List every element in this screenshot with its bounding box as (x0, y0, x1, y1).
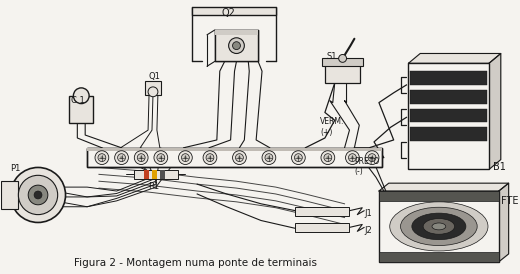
Bar (410, 109, 487, 122)
Bar (379, 252, 499, 262)
Circle shape (238, 156, 241, 159)
Bar (160, 170, 165, 179)
Bar (87, 148, 382, 167)
Text: R1: R1 (148, 182, 159, 191)
Bar (410, 71, 487, 85)
Circle shape (157, 154, 165, 162)
Bar (1, 181, 18, 209)
Circle shape (365, 151, 379, 164)
Circle shape (28, 185, 48, 205)
Circle shape (98, 154, 106, 162)
Circle shape (206, 154, 214, 162)
Circle shape (368, 154, 376, 162)
Circle shape (229, 38, 244, 53)
Bar (410, 127, 487, 141)
Circle shape (345, 151, 359, 164)
Circle shape (297, 156, 300, 159)
Bar (295, 224, 349, 232)
Bar (408, 63, 489, 169)
Circle shape (154, 151, 168, 164)
Bar (379, 191, 499, 201)
Circle shape (100, 156, 103, 159)
Bar (410, 90, 487, 104)
Circle shape (351, 156, 354, 159)
Circle shape (267, 156, 270, 159)
Bar (215, 30, 258, 61)
Circle shape (371, 156, 373, 159)
Bar (152, 170, 157, 179)
Circle shape (73, 88, 89, 104)
Text: Q2: Q2 (222, 8, 236, 18)
Circle shape (140, 156, 142, 159)
Polygon shape (379, 183, 509, 191)
Polygon shape (499, 183, 509, 262)
Bar (145, 81, 161, 95)
Bar (322, 58, 363, 66)
Circle shape (292, 151, 305, 164)
Circle shape (265, 154, 273, 162)
Text: Figura 2 - Montagem numa ponte de terminais: Figura 2 - Montagem numa ponte de termin… (74, 258, 317, 268)
Circle shape (159, 156, 162, 159)
Circle shape (95, 151, 109, 164)
Bar (295, 207, 349, 216)
Circle shape (120, 156, 123, 159)
Bar (215, 30, 258, 35)
Circle shape (321, 151, 335, 164)
Text: P1: P1 (10, 164, 21, 173)
Circle shape (236, 154, 243, 162)
Text: S1: S1 (327, 52, 337, 61)
Bar (134, 170, 177, 179)
Text: J1: J1 (364, 209, 372, 218)
Text: VERM.
(+): VERM. (+) (320, 117, 344, 137)
Ellipse shape (423, 219, 454, 234)
Circle shape (232, 151, 246, 164)
Bar (410, 71, 487, 85)
Bar (410, 90, 487, 104)
Circle shape (203, 151, 217, 164)
Bar (379, 191, 499, 262)
Circle shape (115, 151, 128, 164)
Ellipse shape (412, 213, 466, 240)
Bar (325, 61, 360, 83)
Circle shape (178, 151, 192, 164)
Circle shape (34, 191, 42, 199)
Bar (192, 7, 276, 15)
Circle shape (327, 156, 329, 159)
Bar (144, 170, 149, 179)
Ellipse shape (432, 223, 446, 230)
Circle shape (348, 154, 356, 162)
Polygon shape (489, 53, 501, 169)
Circle shape (148, 87, 158, 97)
Bar (87, 148, 382, 151)
Text: C 1: C 1 (71, 96, 85, 105)
Bar (87, 148, 382, 167)
Bar (70, 96, 93, 123)
Polygon shape (408, 53, 501, 63)
Circle shape (209, 156, 212, 159)
Circle shape (324, 154, 332, 162)
Text: FTE: FTE (501, 196, 518, 206)
Bar (410, 109, 487, 122)
Ellipse shape (390, 202, 488, 251)
Circle shape (137, 154, 145, 162)
Text: J2: J2 (364, 226, 372, 235)
Circle shape (339, 55, 346, 62)
Circle shape (232, 42, 240, 50)
Ellipse shape (400, 207, 477, 246)
Circle shape (294, 154, 302, 162)
Text: B1: B1 (493, 162, 506, 172)
Circle shape (118, 154, 125, 162)
Circle shape (18, 175, 58, 215)
Circle shape (262, 151, 276, 164)
Bar (410, 127, 487, 141)
Text: Q1: Q1 (148, 72, 160, 81)
Circle shape (134, 151, 148, 164)
Circle shape (181, 154, 189, 162)
Circle shape (10, 167, 66, 222)
Circle shape (184, 156, 187, 159)
Text: PRETO
(-): PRETO (-) (355, 157, 380, 176)
